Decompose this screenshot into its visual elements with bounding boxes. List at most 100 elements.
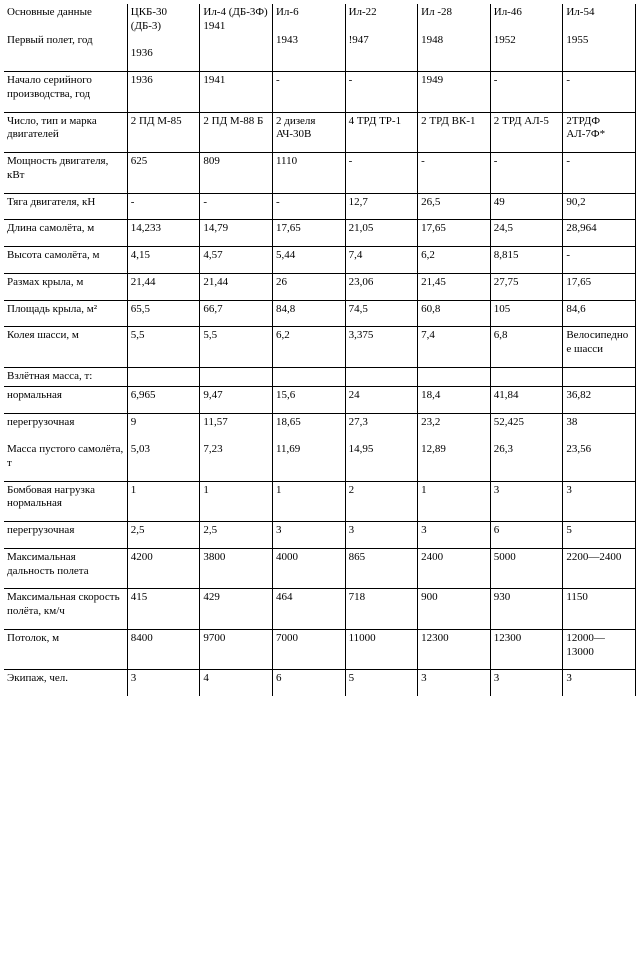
cell: -	[490, 153, 563, 194]
cell: 2 ТРД ВК-1	[418, 112, 491, 153]
cell	[345, 367, 418, 386]
cell: 5	[563, 522, 636, 549]
cell: Ил-46 1952	[490, 4, 563, 72]
cell: 27,3 14,95	[345, 413, 418, 481]
table-row: Размах крыла, м 21,44 21,44 26 23,06 21,…	[4, 273, 636, 300]
aircraft-spec-table: Основные данные Первый полет, год ЦКБ-30…	[4, 4, 636, 696]
cell	[418, 367, 491, 386]
cell: 27,75	[490, 273, 563, 300]
cell: 105	[490, 300, 563, 327]
cell: 9 5,03	[127, 413, 200, 481]
cell: -	[345, 72, 418, 113]
row-label: Колея шасси, м	[4, 327, 127, 368]
cell: 3	[127, 670, 200, 696]
cell: 12,7	[345, 193, 418, 220]
row-label: Число, тип и марка двигателей	[4, 112, 127, 153]
row-label: Максимальная дальность полета	[4, 548, 127, 589]
cell: 18,4	[418, 386, 491, 413]
cell: 415	[127, 589, 200, 630]
cell: 3	[345, 522, 418, 549]
cell	[272, 367, 345, 386]
cell: 4000	[272, 548, 345, 589]
cell: 4 ТРД ТР-1	[345, 112, 418, 153]
cell: 12000—13000	[563, 629, 636, 670]
cell: 3	[418, 522, 491, 549]
cell: 2 дизеля АЧ-30В	[272, 112, 345, 153]
table-row: Высота самолёта, м 4,15 4,57 5,44 7,4 6,…	[4, 247, 636, 274]
row-label: Максимальная скорость полёта, км/ч	[4, 589, 127, 630]
cell: 15,6	[272, 386, 345, 413]
cell: 809	[200, 153, 273, 194]
cell: 2,5	[127, 522, 200, 549]
table-row: Экипаж, чел. 3 4 6 5 3 3 3	[4, 670, 636, 696]
cell: 3800	[200, 548, 273, 589]
cell	[127, 367, 200, 386]
cell: 41,84	[490, 386, 563, 413]
cell: 3	[563, 670, 636, 696]
cell: 52,425 26,3	[490, 413, 563, 481]
cell: 21,44	[127, 273, 200, 300]
cell: 26	[272, 273, 345, 300]
cell: 24,5	[490, 220, 563, 247]
cell: 3	[418, 670, 491, 696]
cell: 5,5	[200, 327, 273, 368]
cell: -	[345, 153, 418, 194]
cell: Ил-54 1955	[563, 4, 636, 72]
cell: 1	[200, 481, 273, 522]
table-row: Бомбовая нагрузка нормальная 1 1 1 2 1 3…	[4, 481, 636, 522]
cell: 1110	[272, 153, 345, 194]
cell: 5,5	[127, 327, 200, 368]
cell: 1936	[127, 72, 200, 113]
row-label: Размах крыла, м	[4, 273, 127, 300]
table-row: Максимальная скорость полёта, км/ч 415 4…	[4, 589, 636, 630]
cell: 5,44	[272, 247, 345, 274]
cell: 12300	[418, 629, 491, 670]
cell: -	[200, 193, 273, 220]
cell: 6	[272, 670, 345, 696]
cell: 2400	[418, 548, 491, 589]
cell: 1	[418, 481, 491, 522]
cell: 1941	[200, 72, 273, 113]
cell: 84,6	[563, 300, 636, 327]
cell: 5	[345, 670, 418, 696]
table-row: Максимальная дальность полета 4200 3800 …	[4, 548, 636, 589]
cell: 6,2	[418, 247, 491, 274]
cell: -	[490, 72, 563, 113]
cell	[490, 367, 563, 386]
row-label: нормальная	[4, 386, 127, 413]
cell: -	[563, 247, 636, 274]
cell: -	[272, 193, 345, 220]
cell: 17,65	[563, 273, 636, 300]
cell: 5000	[490, 548, 563, 589]
cell: 6,2	[272, 327, 345, 368]
cell: 38 23,56	[563, 413, 636, 481]
cell: Ил -28 1948	[418, 4, 491, 72]
table-row: Колея шасси, м 5,5 5,5 6,2 3,375 7,4 6,8…	[4, 327, 636, 368]
cell: 26,5	[418, 193, 491, 220]
cell: Ил-4 (ДБ-3Ф)1941	[200, 4, 273, 72]
cell: Велосипедное шасси	[563, 327, 636, 368]
cell: -	[563, 72, 636, 113]
cell: 24	[345, 386, 418, 413]
cell: 12300	[490, 629, 563, 670]
cell: -	[418, 153, 491, 194]
cell: 74,5	[345, 300, 418, 327]
cell: 3	[490, 481, 563, 522]
table-row: Длина самолёта, м 14,233 14,79 17,65 21,…	[4, 220, 636, 247]
cell: 2 ПД М-88 Б	[200, 112, 273, 153]
cell: 4,57	[200, 247, 273, 274]
row-label: Основные данные Первый полет, год	[4, 4, 127, 72]
cell: 23,06	[345, 273, 418, 300]
table-row: Взлётная масса, т:	[4, 367, 636, 386]
cell: 6,8	[490, 327, 563, 368]
cell: 718	[345, 589, 418, 630]
cell: 2	[345, 481, 418, 522]
cell: 3,375	[345, 327, 418, 368]
table-row: Начало серийного производства, год 1936 …	[4, 72, 636, 113]
cell: 930	[490, 589, 563, 630]
table-row: Мощность двигателя, кВт 625 809 1110 - -…	[4, 153, 636, 194]
cell: 3	[563, 481, 636, 522]
table-row: Основные данные Первый полет, год ЦКБ-30…	[4, 4, 636, 72]
cell: Ил-6 1943	[272, 4, 345, 72]
cell: ЦКБ-30 (ДБ-3) 1936	[127, 4, 200, 72]
